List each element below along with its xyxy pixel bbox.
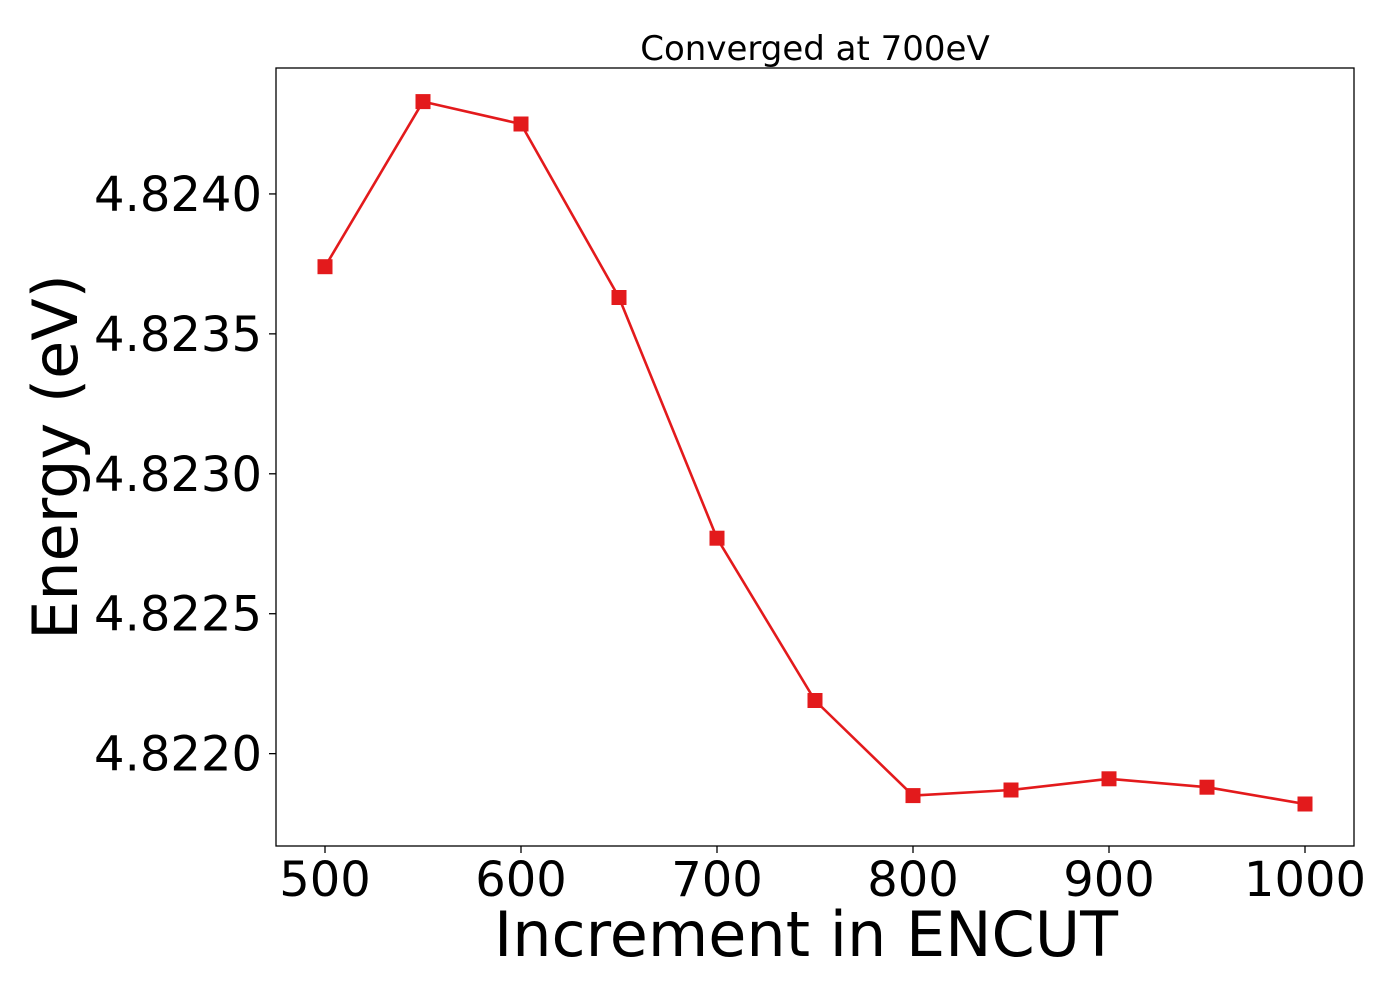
- y-tick-label: 4.8240: [94, 167, 262, 223]
- x-tick-label: 800: [867, 852, 959, 908]
- y-axis: 4.8220 4.8225 4.8230 4.8235 4.8240: [94, 167, 276, 783]
- y-tick-label: 4.8235: [94, 307, 262, 363]
- y-tick-label: 4.8230: [94, 447, 262, 503]
- x-tick-label: 900: [1063, 852, 1155, 908]
- plot-frame: [275, 67, 1355, 847]
- x-tick-label: 700: [671, 852, 763, 908]
- data-point: [513, 116, 529, 132]
- data-point: [1199, 779, 1215, 795]
- x-axis: 500 600 700 800 900 1000: [279, 846, 1366, 908]
- data-point: [807, 693, 823, 708]
- data-point: [1101, 771, 1117, 787]
- data-point: [1003, 782, 1019, 798]
- x-tick-label: 1000: [1244, 852, 1366, 908]
- data-point: [415, 94, 431, 110]
- x-tick-label: 500: [279, 852, 371, 908]
- chart-title: Converged at 700eV: [640, 29, 989, 69]
- plot-area: [317, 94, 1313, 812]
- data-point: [709, 530, 725, 546]
- x-axis-title: Increment in ENCUT: [494, 898, 1119, 971]
- data-point: [1297, 796, 1313, 812]
- y-tick-label: 4.8220: [94, 727, 262, 783]
- y-tick-label: 4.8225: [94, 587, 262, 643]
- y-axis-title: Energy (eV): [19, 274, 92, 640]
- data-point: [317, 259, 333, 275]
- x-tick-label: 600: [475, 852, 567, 908]
- data-point: [905, 788, 921, 804]
- data-point: [611, 290, 627, 305]
